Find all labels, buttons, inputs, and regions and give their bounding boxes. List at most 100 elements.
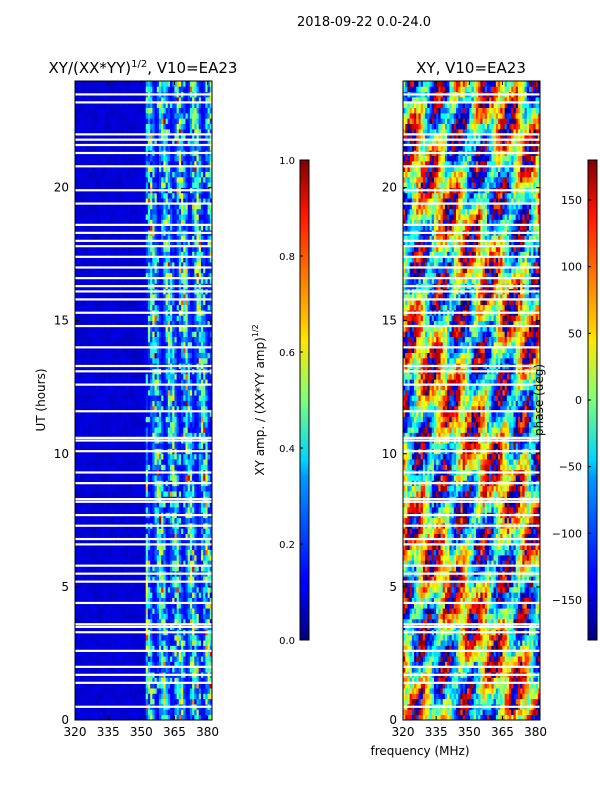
heatmap-cell — [81, 538, 85, 545]
heatmap-cell — [119, 416, 122, 423]
heatmap-cell — [150, 698, 153, 705]
heatmap-cell — [92, 336, 96, 343]
heatmap-cell — [209, 304, 213, 311]
heatmap-cell — [154, 373, 158, 380]
heatmap-cell — [205, 656, 208, 662]
heatmap-cell — [128, 384, 131, 391]
heatmap-cell — [92, 688, 96, 694]
heatmap-cell — [178, 549, 182, 556]
heatmap-cell — [132, 379, 136, 385]
heatmap-cell — [143, 560, 147, 566]
heatmap-cell — [189, 352, 193, 359]
heatmap-cell — [183, 554, 186, 561]
heatmap-cell — [192, 661, 195, 668]
heatmap-cell — [83, 538, 87, 545]
heatmap-cell — [116, 586, 120, 593]
heatmap-cell — [75, 320, 78, 327]
heatmap-cell — [165, 650, 169, 657]
heatmap-cell — [143, 304, 147, 311]
heatmap-cell — [192, 357, 195, 364]
heatmap-cell — [185, 544, 189, 550]
heatmap-cell — [143, 592, 147, 598]
heatmap-cell — [165, 714, 169, 721]
heatmap-cell — [187, 336, 191, 343]
heatmap-cell — [196, 688, 200, 694]
heatmap-cell — [196, 421, 200, 428]
heatmap-cell — [152, 400, 155, 407]
heatmap-cell — [90, 507, 94, 513]
heatmap-cell — [207, 661, 211, 668]
heatmap-cell — [90, 331, 94, 337]
heatmap-cell — [203, 427, 206, 433]
heatmap-cell — [147, 544, 151, 550]
heatmap-cell — [150, 581, 153, 588]
heatmap-cell — [209, 341, 213, 348]
heatmap-cell — [101, 304, 105, 311]
heatmap-cell — [139, 453, 142, 460]
heatmap-cell — [114, 395, 118, 401]
heatmap-cell — [75, 677, 78, 684]
heatmap-cell — [103, 613, 107, 620]
heatmap-cell — [114, 352, 118, 359]
heatmap-cell — [83, 347, 87, 353]
heatmap-cell — [123, 373, 127, 380]
heatmap-cell — [75, 411, 78, 417]
heatmap-cell — [116, 682, 120, 689]
heatmap-cell — [128, 693, 131, 700]
heatmap-cell — [83, 517, 87, 524]
heatmap-cell — [119, 714, 122, 721]
heatmap-cell — [86, 528, 89, 535]
heatmap-cell — [185, 576, 189, 582]
heatmap-cell — [187, 347, 191, 353]
heatmap-cell — [99, 325, 102, 332]
heatmap-cell — [108, 544, 111, 550]
heatmap-cell — [172, 294, 175, 300]
heatmap-cell — [97, 533, 100, 540]
heatmap-cell — [141, 597, 144, 604]
heatmap-cell — [181, 666, 184, 673]
heatmap-cell — [83, 714, 87, 721]
heatmap-cell — [112, 384, 116, 391]
heatmap-cell — [143, 411, 147, 417]
heatmap-cell — [119, 325, 122, 332]
heatmap-cell — [103, 544, 107, 550]
heatmap-cell — [143, 395, 147, 401]
heatmap-cell — [152, 576, 155, 582]
heatmap-cell — [205, 698, 208, 705]
heatmap-cell — [94, 645, 98, 652]
heatmap-cell — [147, 549, 151, 556]
heatmap-cell — [207, 677, 211, 684]
heatmap-cell — [94, 341, 98, 348]
heatmap-cell — [123, 405, 127, 412]
heatmap-cell — [200, 656, 204, 662]
heatmap-cell — [139, 405, 142, 412]
heatmap-cell — [187, 405, 191, 412]
heatmap-cell — [112, 581, 116, 588]
heatmap-cell — [161, 400, 164, 407]
heatmap-cell — [200, 421, 204, 428]
heatmap-cell — [108, 357, 111, 364]
heatmap-cell — [130, 565, 133, 572]
heatmap-cell — [152, 464, 155, 471]
heatmap-cell — [187, 304, 191, 311]
heatmap-cell — [192, 384, 195, 391]
heatmap-cell — [141, 331, 144, 337]
heatmap-cell — [152, 411, 155, 417]
heatmap-cell — [145, 560, 149, 566]
heatmap-cell — [94, 538, 98, 545]
heatmap-cell — [103, 634, 107, 641]
heatmap-cell — [112, 693, 116, 700]
heatmap-cell — [116, 379, 120, 385]
heatmap-cell — [198, 501, 202, 508]
heatmap-cell — [90, 592, 94, 598]
heatmap-cell — [81, 507, 85, 513]
heatmap-cell — [194, 421, 197, 428]
heatmap-cell — [174, 533, 178, 540]
heatmap-cell — [86, 549, 89, 556]
heatmap-cell — [99, 299, 102, 306]
heatmap-cell — [163, 682, 166, 689]
heatmap-cell — [163, 373, 166, 380]
heatmap-cell — [88, 341, 91, 348]
heatmap-cell — [92, 379, 96, 385]
heatmap-cell — [103, 325, 107, 332]
